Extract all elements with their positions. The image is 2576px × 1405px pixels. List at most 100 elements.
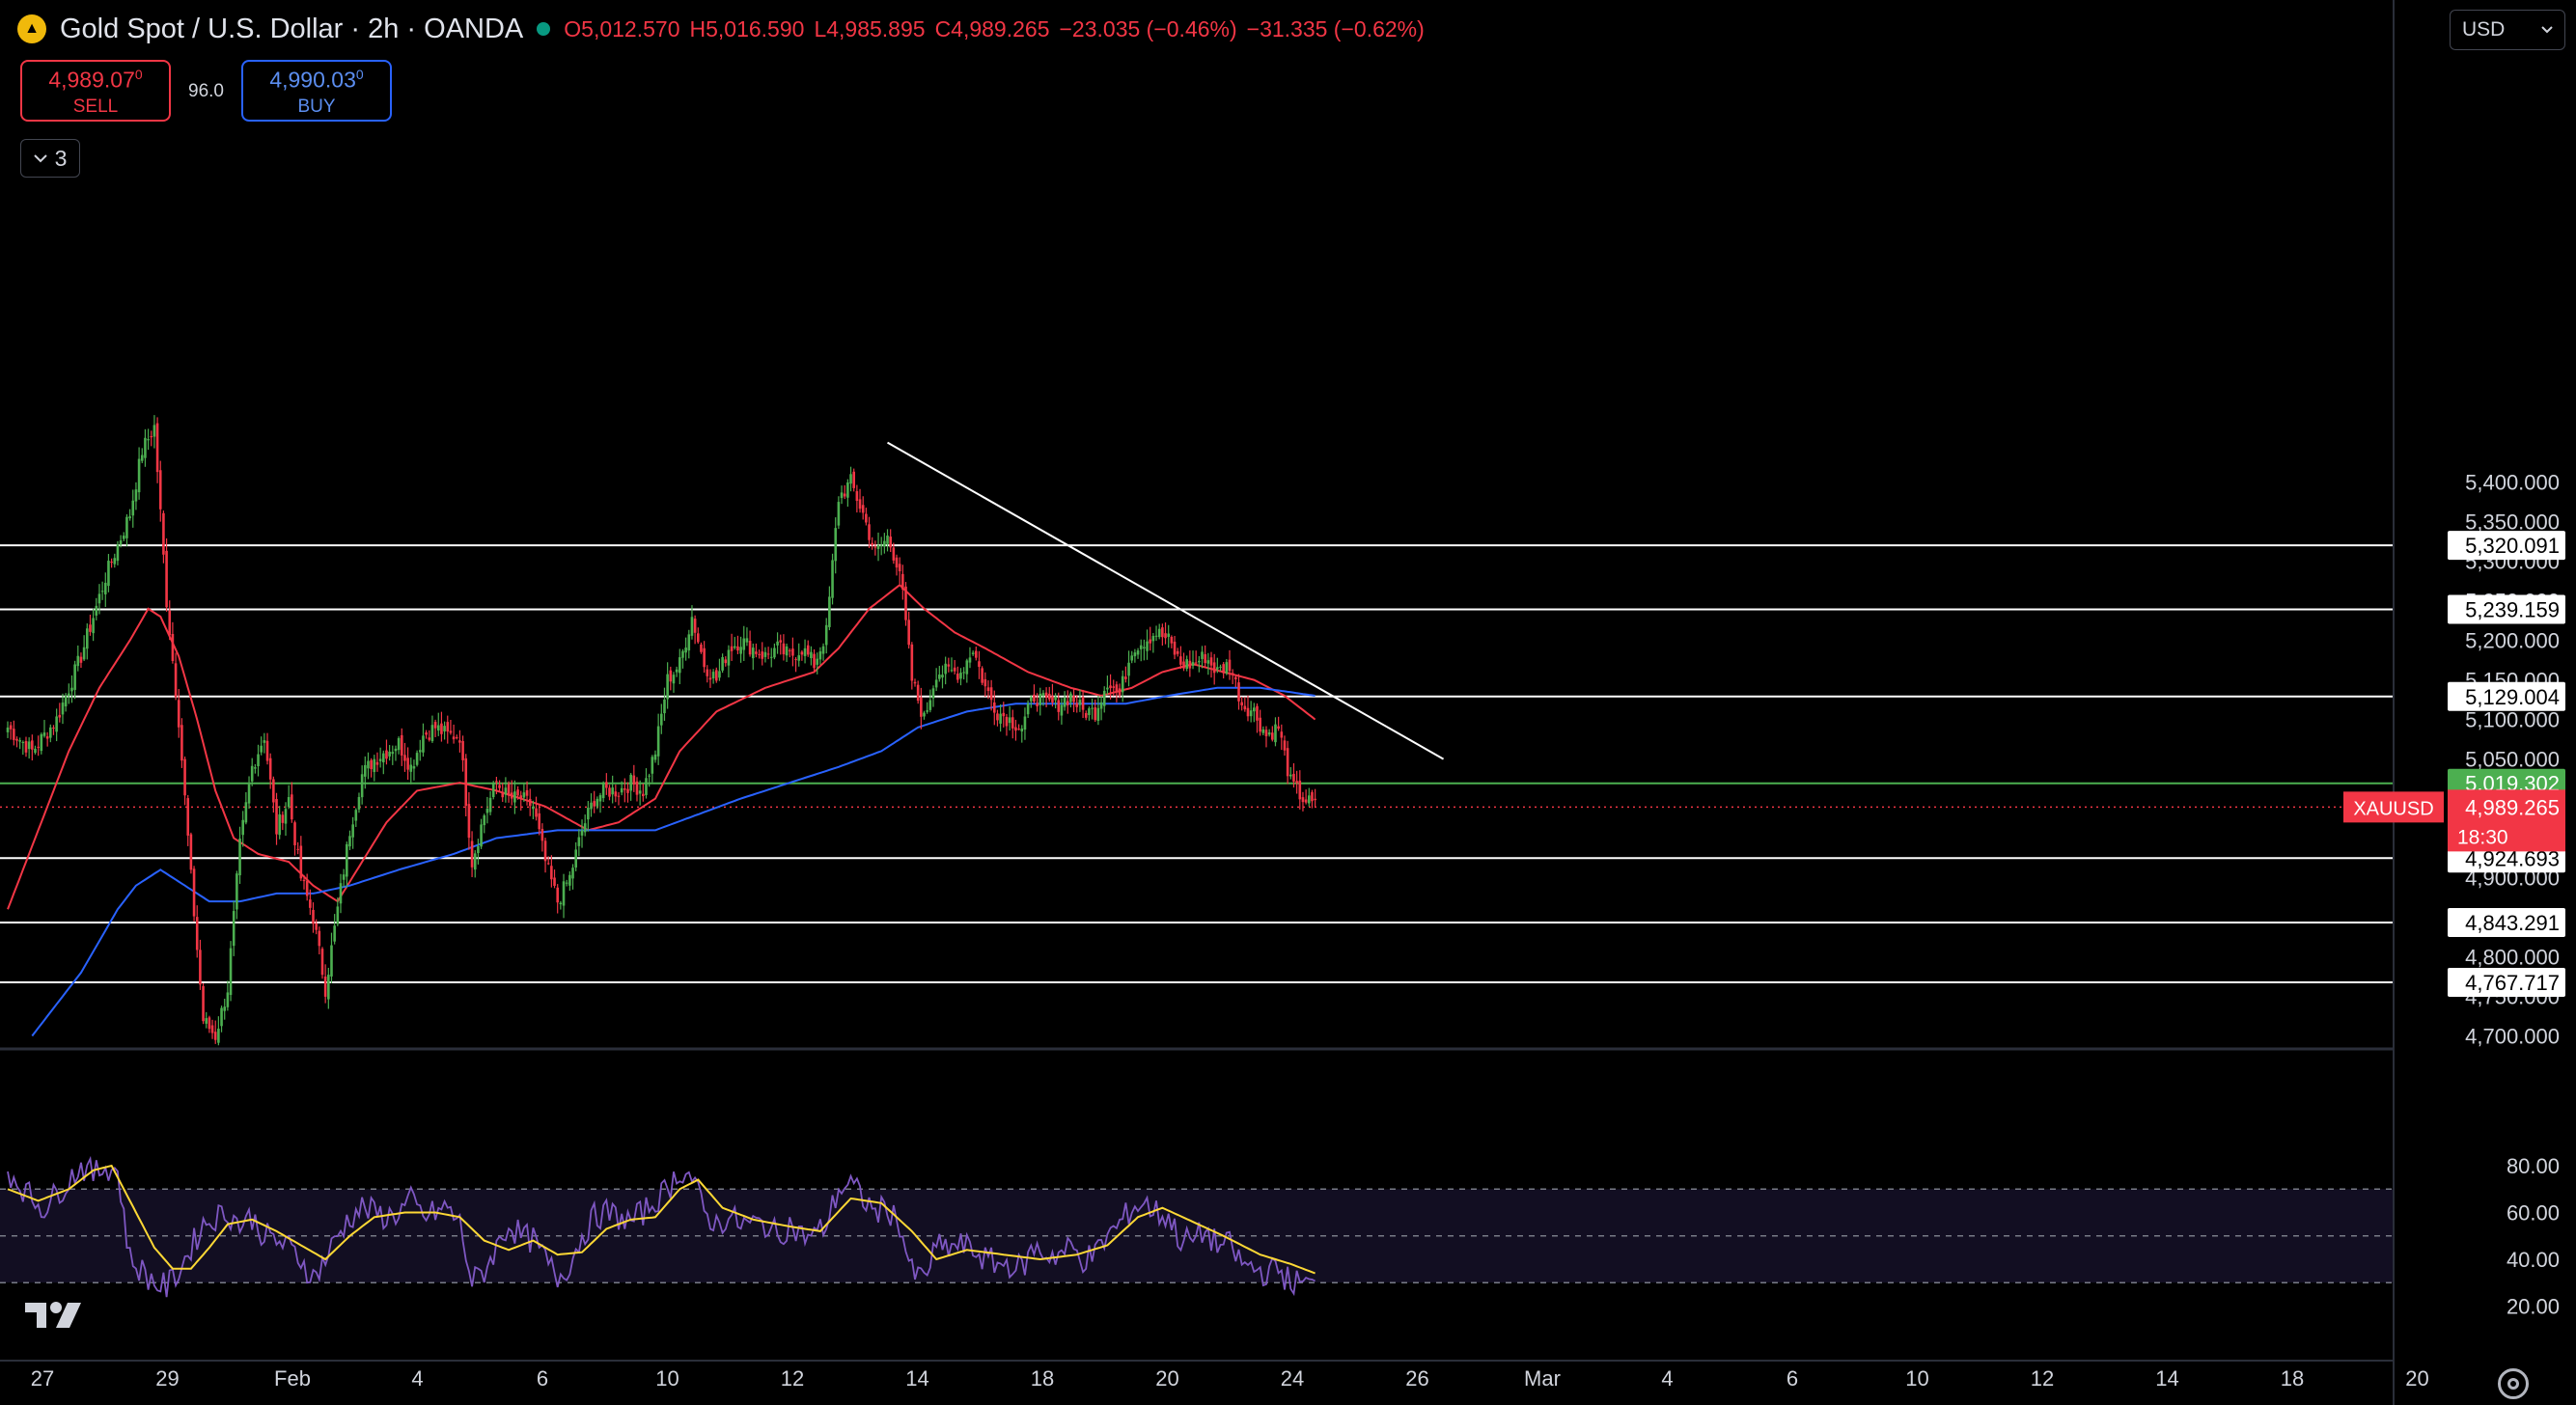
- candle: [507, 781, 511, 803]
- candle: [565, 879, 568, 887]
- candle-body: [1020, 728, 1024, 732]
- candle-body: [498, 785, 501, 788]
- candle-body: [849, 474, 852, 484]
- candle: [626, 782, 629, 803]
- candle: [312, 902, 315, 933]
- descending-trendline: [887, 441, 1445, 760]
- symbol-title[interactable]: Gold Spot / U.S. Dollar · 2h · OANDA: [60, 13, 524, 44]
- candle-body: [751, 647, 755, 659]
- candle-body: [449, 730, 453, 733]
- candle-body: [1170, 636, 1174, 644]
- candle-body: [125, 516, 128, 538]
- candle: [1112, 679, 1116, 697]
- candle: [265, 732, 269, 765]
- sell-button[interactable]: 4,989.070 SELL: [20, 60, 171, 122]
- candle: [79, 652, 83, 669]
- candle-body: [583, 823, 587, 833]
- candle-body: [892, 547, 896, 561]
- candle-body: [1039, 693, 1042, 705]
- candle: [498, 780, 501, 792]
- candle: [941, 665, 944, 689]
- chevron-down-icon: [33, 154, 47, 163]
- candle-body: [516, 789, 519, 796]
- candle: [1231, 669, 1234, 685]
- candle: [320, 947, 324, 979]
- candle: [1289, 766, 1292, 780]
- candle-body: [1209, 657, 1213, 666]
- candle-body: [865, 513, 868, 523]
- candle: [1091, 698, 1094, 720]
- candle-body: [828, 596, 831, 627]
- candle: [944, 656, 947, 685]
- candle-body: [241, 819, 245, 836]
- candle: [409, 758, 413, 785]
- candle: [1060, 698, 1064, 725]
- currency-value: USD: [2462, 18, 2506, 41]
- candle-body: [1277, 726, 1280, 730]
- tradingview-logo-icon[interactable]: [25, 1299, 87, 1340]
- candle: [513, 780, 516, 814]
- candle: [816, 652, 819, 675]
- candle-body: [620, 787, 623, 793]
- symbol-tag-bg: [2343, 791, 2444, 823]
- candle: [693, 615, 697, 645]
- candle: [1173, 636, 1177, 660]
- candle-body: [320, 949, 324, 976]
- candle-body: [400, 734, 403, 756]
- candle: [986, 680, 990, 700]
- candle-body: [562, 881, 566, 906]
- candle: [733, 637, 736, 650]
- candle-body: [6, 727, 10, 732]
- candle-body: [1149, 639, 1152, 644]
- indicators-collapse-button[interactable]: 3: [20, 139, 80, 178]
- candle-body: [299, 845, 303, 879]
- candle: [818, 647, 822, 665]
- time-tick-label: 18: [1031, 1366, 1054, 1391]
- candle: [122, 532, 125, 541]
- candle-body: [162, 512, 165, 555]
- candle-body: [513, 791, 516, 803]
- currency-select[interactable]: USD: [2450, 10, 2565, 50]
- candle: [1314, 788, 1316, 808]
- candle: [700, 642, 703, 654]
- candle-body: [1280, 731, 1284, 738]
- candle-body: [810, 651, 813, 659]
- candle: [721, 653, 724, 674]
- candle-body: [491, 784, 495, 798]
- ohlc-change-2: −31.335 (−0.62%): [1246, 15, 1425, 41]
- candle-body: [27, 741, 31, 750]
- candle: [260, 736, 263, 756]
- time-tick-label: 29: [155, 1366, 179, 1391]
- candle-body: [626, 788, 629, 793]
- candle-body: [1151, 636, 1155, 642]
- candle-body: [272, 779, 275, 803]
- settings-gear-icon[interactable]: [2498, 1368, 2529, 1399]
- sell-label: SELL: [72, 96, 119, 117]
- candle: [779, 634, 783, 655]
- price-axis[interactable]: 5,400.0005,350.0005,300.0005,250.0005,20…: [2343, 0, 2576, 1405]
- candle-body: [373, 758, 376, 773]
- buy-button[interactable]: 4,990.030 BUY: [241, 60, 392, 122]
- candle: [406, 747, 409, 781]
- candle: [1136, 647, 1140, 659]
- candle-body: [999, 713, 1002, 724]
- candle-body: [1271, 732, 1274, 740]
- candle-body: [1264, 730, 1268, 737]
- candle-body: [519, 795, 523, 800]
- candle-body: [1307, 795, 1311, 804]
- candle: [103, 572, 107, 607]
- candle-body: [886, 536, 889, 544]
- candle: [605, 773, 608, 795]
- trendline[interactable]: [887, 441, 1445, 760]
- buy-label: BUY: [297, 96, 336, 117]
- candle-body: [656, 726, 660, 757]
- candle-body: [776, 641, 779, 646]
- candle-body: [813, 653, 816, 669]
- candle-body: [394, 748, 398, 752]
- time-axis[interactable]: 27 29 Feb 4 6 10 12 14 18 20 24 26 Mar 4 6 10 12 14 18 20: [0, 1360, 2429, 1391]
- candle: [1044, 687, 1048, 707]
- rsi-line: [7, 1155, 1316, 1298]
- candle-body: [1301, 797, 1305, 803]
- candle-body: [736, 646, 739, 651]
